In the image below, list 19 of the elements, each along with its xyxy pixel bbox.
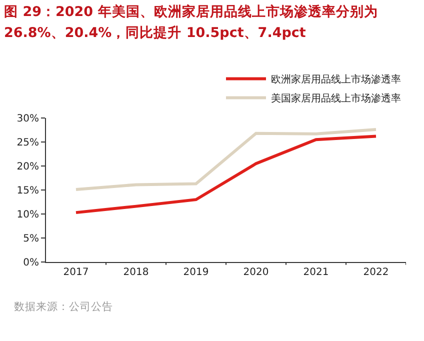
- legend-label: 美国家居用品线上市场渗透率: [271, 92, 401, 105]
- y-tick-label: 25%: [16, 138, 39, 148]
- y-tick-label: 10%: [16, 210, 39, 220]
- x-tick-label: 2022: [363, 267, 389, 278]
- x-tick-label: 2021: [303, 267, 329, 278]
- chart-title: 图 29：2020 年美国、欧洲家居用品线上市场渗透率分别为26.8%、20.4%，同比提升 10.5pct、7.4pct: [4, 3, 379, 43]
- source-note: 数据来源：公司公告: [14, 300, 113, 314]
- x-tick-label: 2020: [243, 267, 269, 278]
- legend-label: 欧洲家居用品线上市场渗透率: [271, 74, 401, 86]
- y-tick-label: 0%: [23, 258, 39, 268]
- x-tick-label: 2019: [183, 267, 209, 278]
- line-series: [74, 128, 378, 192]
- line-series: [74, 134, 378, 214]
- y-tick-label: 20%: [16, 162, 39, 172]
- y-tick-label: 5%: [23, 234, 39, 244]
- x-tick-label: 2018: [123, 267, 149, 278]
- y-tick-label: 30%: [16, 114, 39, 124]
- x-tick-label: 2017: [63, 267, 89, 278]
- y-tick-label: 15%: [16, 186, 39, 196]
